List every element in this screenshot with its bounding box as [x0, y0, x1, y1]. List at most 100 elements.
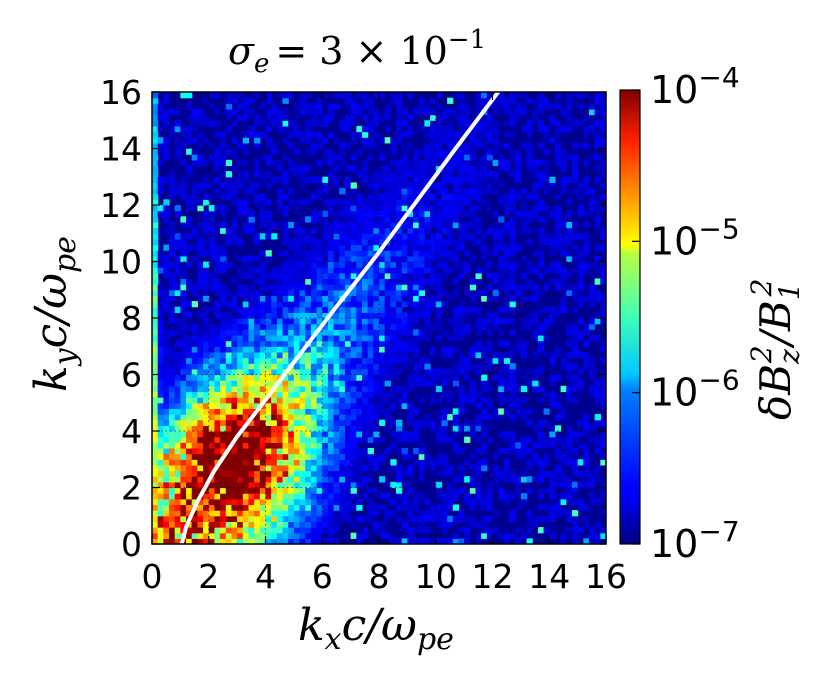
heatmap-cell [174, 532, 181, 539]
heatmap-cell [322, 340, 329, 347]
heatmap-cell [310, 459, 318, 466]
heatmap-cell [327, 436, 335, 443]
heatmap-cell [430, 419, 437, 426]
heatmap-cell [401, 221, 408, 229]
heatmap-cell [481, 408, 488, 415]
heatmap-cell [220, 476, 227, 483]
heatmap-cell [208, 216, 216, 223]
heatmap-cell [282, 182, 289, 189]
heatmap-cell [464, 498, 471, 506]
heatmap-cell [532, 267, 539, 274]
heatmap-cell [327, 278, 335, 285]
heatmap-cell [214, 493, 221, 500]
heatmap-cell [276, 267, 284, 274]
heatmap-cell [452, 108, 460, 116]
heatmap-cell [186, 92, 193, 99]
heatmap-cell [486, 487, 494, 494]
heatmap-cell [197, 515, 204, 522]
heatmap-cell [191, 363, 198, 370]
heatmap-cell [333, 493, 340, 500]
heatmap-cell [469, 238, 477, 246]
heatmap-cell [361, 414, 369, 421]
heatmap-cell [203, 159, 210, 167]
heatmap-cell [305, 351, 312, 359]
heatmap-cell [424, 363, 431, 370]
heatmap-cell [214, 244, 221, 251]
heatmap-cell [594, 176, 601, 183]
heatmap-cell [220, 510, 227, 517]
heatmap-cell [509, 306, 516, 313]
heatmap-cell [271, 481, 278, 489]
heatmap-cell [152, 481, 159, 489]
heatmap-cell [520, 397, 528, 404]
heatmap-cell [276, 199, 284, 206]
heatmap-cell [520, 447, 528, 455]
heatmap-cell [458, 103, 465, 110]
heatmap-cell [327, 357, 335, 364]
heatmap-cell [458, 329, 465, 336]
heatmap-cell [350, 114, 357, 121]
heatmap-cell [220, 137, 227, 144]
heatmap-cell [384, 261, 391, 268]
heatmap-cell [452, 176, 460, 183]
heatmap-cell [498, 397, 505, 404]
heatmap-cell [464, 363, 471, 370]
heatmap-cell [475, 481, 482, 489]
heatmap-cell [543, 131, 550, 138]
heatmap-cell [293, 385, 301, 393]
heatmap-cell [475, 137, 482, 144]
heatmap-cell [208, 92, 216, 99]
heatmap-cell [577, 351, 584, 359]
heatmap-cell [560, 408, 567, 415]
colorbar-tick-label: 10−6 [650, 364, 740, 415]
heatmap-cell [486, 385, 494, 393]
heatmap-cell [242, 476, 250, 483]
heatmap-cell [600, 368, 606, 376]
heatmap-cell [174, 402, 181, 409]
heatmap-cell [310, 284, 318, 291]
heatmap-cell [169, 221, 176, 229]
heatmap-cell [407, 159, 414, 167]
heatmap-cell [350, 295, 357, 302]
heatmap-cell [333, 515, 340, 522]
heatmap-cell [288, 289, 295, 296]
heatmap-cell [554, 261, 562, 268]
heatmap-cell [293, 306, 301, 313]
heatmap-cell [481, 154, 488, 161]
heatmap-cell [537, 425, 545, 432]
heatmap-cell [152, 210, 159, 217]
heatmap-cell [310, 114, 318, 121]
heatmap-cell [469, 385, 477, 393]
heatmap-cell [157, 470, 164, 477]
heatmap-cell [208, 447, 216, 455]
heatmap-cell [203, 442, 210, 449]
heatmap-cell [254, 199, 261, 206]
heatmap-cell [560, 414, 567, 421]
heatmap-cell [163, 487, 170, 494]
heatmap-cell [327, 205, 335, 212]
heatmap-cell [237, 521, 244, 528]
heatmap-cell [407, 267, 414, 274]
heatmap-cell [265, 334, 272, 342]
heatmap-cell [452, 476, 460, 483]
heatmap-cell [356, 238, 363, 246]
heatmap-cell [367, 284, 374, 291]
heatmap-cell [174, 238, 181, 246]
heatmap-cell [498, 142, 505, 150]
heatmap-cell [214, 538, 221, 544]
heatmap-cell [361, 408, 369, 415]
heatmap-cell [600, 137, 606, 144]
heatmap-cell [344, 114, 352, 121]
heatmap-cell [305, 334, 312, 342]
heatmap-cell [208, 120, 216, 127]
heatmap-cell [532, 374, 539, 381]
heatmap-cell [169, 447, 176, 455]
heatmap-cell [305, 284, 312, 291]
heatmap-cell [554, 131, 562, 138]
heatmap-cell [430, 114, 437, 121]
heatmap-cell [265, 515, 272, 522]
heatmap-cell [560, 221, 567, 229]
heatmap-cell [492, 295, 499, 302]
heatmap-cell [384, 289, 391, 296]
heatmap-cell [203, 431, 210, 438]
